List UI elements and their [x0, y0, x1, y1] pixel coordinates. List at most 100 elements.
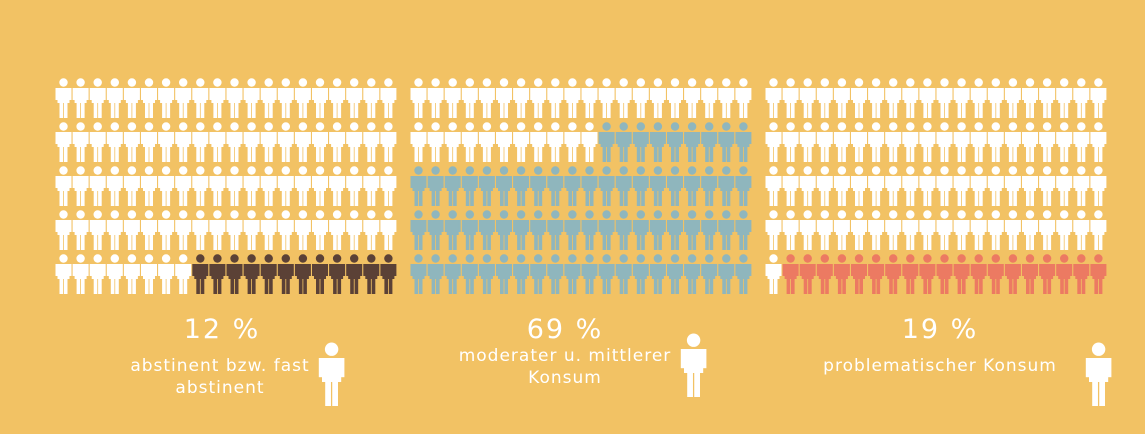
arm: [646, 264, 649, 276]
body: [684, 349, 704, 373]
arm: [171, 88, 175, 100]
arm: [69, 264, 72, 276]
body: [1089, 358, 1109, 382]
arm: [1052, 220, 1056, 232]
body: [1041, 132, 1054, 147]
leg: [388, 146, 393, 162]
leg: [127, 146, 132, 162]
arm: [509, 176, 512, 188]
leg: [893, 102, 898, 118]
leg: [298, 102, 303, 118]
leg: [281, 278, 286, 294]
arm: [663, 88, 666, 100]
arm: [615, 176, 619, 188]
leg: [350, 278, 354, 294]
leg: [820, 146, 825, 162]
head: [687, 254, 697, 263]
arm: [953, 220, 957, 232]
arm: [192, 176, 195, 188]
leg: [286, 146, 290, 162]
arm: [175, 264, 178, 276]
leg: [842, 102, 846, 118]
leg: [350, 102, 354, 118]
leg: [350, 234, 354, 250]
person-icon: [765, 210, 782, 250]
person-icon: [106, 78, 123, 118]
person-icon: [1073, 122, 1090, 162]
arm: [649, 264, 653, 276]
leg: [585, 102, 590, 118]
leg: [607, 278, 611, 294]
arm: [380, 176, 383, 188]
head: [619, 254, 628, 263]
body: [801, 176, 814, 191]
head: [803, 254, 812, 263]
arm: [595, 176, 598, 188]
leg: [269, 190, 273, 206]
person-icon: [1004, 210, 1021, 250]
person-icon: [1022, 122, 1038, 162]
person-icon: [851, 210, 867, 250]
person-icon: [106, 254, 123, 294]
arm: [123, 176, 127, 188]
leg: [384, 146, 388, 162]
body: [91, 264, 104, 279]
arm: [427, 264, 431, 276]
body: [921, 176, 934, 191]
leg: [589, 190, 594, 206]
arm: [1018, 132, 1021, 144]
arm: [478, 176, 482, 188]
leg: [1092, 380, 1098, 406]
body: [245, 264, 258, 279]
leg: [371, 278, 376, 294]
arm: [799, 264, 803, 276]
leg: [889, 278, 893, 294]
arm: [851, 176, 854, 188]
leg: [607, 146, 611, 162]
body: [314, 264, 326, 279]
arm: [932, 220, 936, 232]
body: [989, 88, 1002, 103]
body: [767, 132, 780, 147]
arm: [55, 176, 58, 188]
leg: [773, 234, 778, 250]
head: [1042, 78, 1052, 87]
arm: [833, 220, 837, 232]
arm: [936, 264, 939, 276]
arm: [86, 264, 89, 276]
body: [818, 132, 831, 147]
body: [160, 264, 173, 279]
leg: [332, 380, 338, 406]
arm: [513, 132, 516, 144]
leg: [247, 190, 252, 206]
arm: [410, 132, 413, 144]
arm: [308, 264, 311, 276]
leg: [773, 190, 778, 206]
arm: [243, 132, 247, 144]
head: [551, 254, 560, 263]
leg: [500, 190, 504, 206]
person-icon: [885, 122, 902, 162]
arm: [581, 132, 584, 144]
leg: [859, 234, 863, 250]
body: [1006, 176, 1019, 191]
body: [583, 264, 596, 279]
body: [532, 220, 545, 235]
arm: [1085, 358, 1090, 378]
person-icon: [1056, 166, 1073, 206]
person-icon: [1022, 166, 1038, 206]
leg: [521, 278, 526, 294]
arm: [560, 88, 564, 100]
head: [889, 254, 898, 263]
leg: [521, 234, 526, 250]
body: [1058, 132, 1071, 147]
leg: [996, 146, 1000, 162]
body: [955, 132, 968, 147]
leg: [252, 102, 256, 118]
arm: [240, 88, 243, 100]
person-icon: [936, 78, 953, 118]
person-icon: [953, 254, 970, 294]
leg: [624, 146, 628, 162]
body: [245, 132, 258, 147]
leg: [534, 102, 538, 118]
